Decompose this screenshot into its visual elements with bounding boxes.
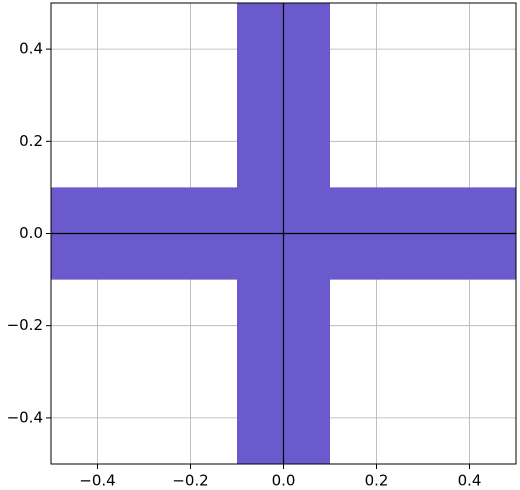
- x-tick-label: 0.4: [458, 472, 482, 490]
- y-tick-label: 0.4: [19, 40, 43, 58]
- plot-frame: [50, 2, 517, 465]
- x-tick-label: 0.2: [365, 472, 389, 490]
- y-tick-label: −0.4: [7, 408, 43, 426]
- y-tick-label: 0.0: [19, 224, 43, 242]
- y-tick-label: 0.2: [19, 132, 43, 150]
- y-tick-label: −0.2: [7, 316, 43, 334]
- x-tick-label: 0.0: [272, 472, 296, 490]
- x-tick-label: −0.2: [172, 472, 208, 490]
- x-tick-label: −0.4: [79, 472, 115, 490]
